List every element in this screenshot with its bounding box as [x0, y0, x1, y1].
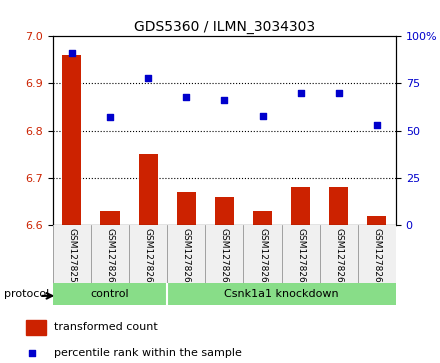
Bar [177, 192, 196, 225]
Point [145, 75, 152, 81]
Bar [253, 211, 272, 225]
Point [221, 98, 228, 103]
Text: GSM1278262: GSM1278262 [182, 228, 191, 288]
Text: GSM1278263: GSM1278263 [220, 228, 229, 289]
Text: control: control [91, 289, 129, 299]
Text: GSM1278260: GSM1278260 [106, 228, 114, 289]
Point [68, 50, 75, 56]
Bar [100, 211, 120, 225]
Point [374, 122, 381, 128]
Bar [215, 197, 234, 225]
Point [106, 115, 114, 121]
Bar [329, 187, 348, 225]
Text: transformed count: transformed count [54, 322, 158, 333]
Bar [26, 320, 46, 335]
Text: GSM1278265: GSM1278265 [296, 228, 305, 289]
Bar [367, 216, 386, 225]
Bar [291, 187, 310, 225]
Text: percentile rank within the sample: percentile rank within the sample [54, 348, 242, 358]
Bar [139, 154, 158, 225]
Text: GSM1278259: GSM1278259 [67, 228, 77, 289]
Point [335, 90, 342, 96]
Point [259, 113, 266, 118]
Point [183, 94, 190, 99]
Text: GSM1278266: GSM1278266 [334, 228, 343, 289]
Title: GDS5360 / ILMN_3034303: GDS5360 / ILMN_3034303 [134, 20, 315, 34]
Text: GSM1278264: GSM1278264 [258, 228, 267, 288]
Point [307, 242, 314, 248]
Text: Csnk1a1 knockdown: Csnk1a1 knockdown [224, 289, 339, 299]
Text: GSM1278261: GSM1278261 [143, 228, 153, 289]
Bar [62, 55, 81, 225]
Point [297, 90, 304, 96]
Text: GSM1278267: GSM1278267 [372, 228, 381, 289]
Text: protocol: protocol [4, 289, 50, 299]
